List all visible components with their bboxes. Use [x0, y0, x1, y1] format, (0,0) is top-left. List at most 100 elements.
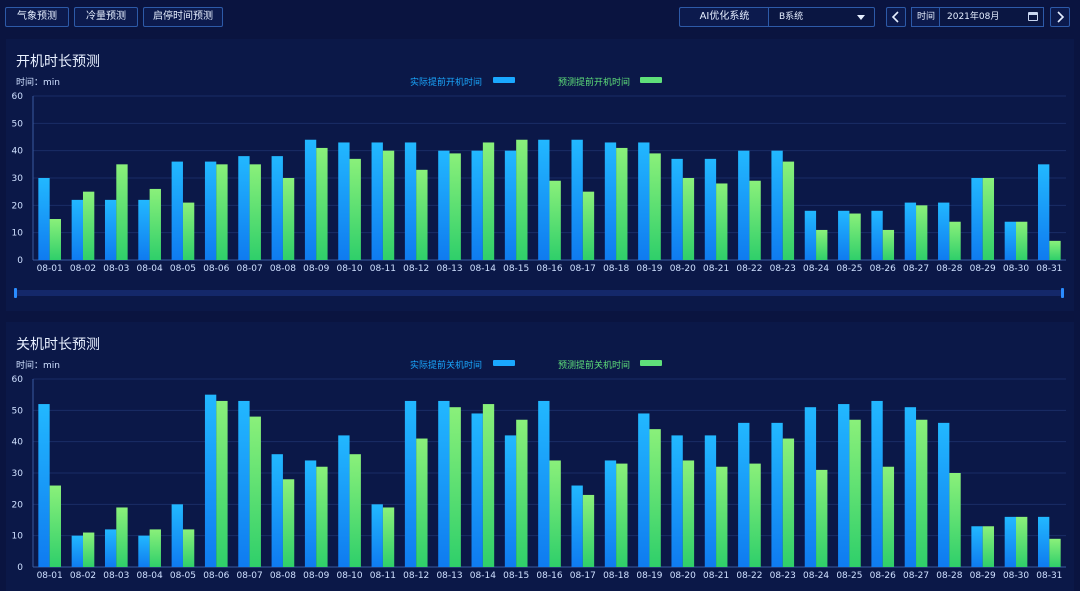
bar-predicted[interactable]	[49, 485, 61, 567]
bar-predicted[interactable]	[616, 463, 628, 567]
bar-predicted[interactable]	[749, 180, 761, 260]
bar-predicted[interactable]	[782, 438, 795, 567]
bar-predicted[interactable]	[182, 202, 195, 260]
bar-actual[interactable]	[604, 142, 617, 260]
bar-predicted[interactable]	[482, 142, 495, 260]
bar-actual[interactable]	[138, 199, 150, 260]
bar-actual[interactable]	[971, 526, 983, 567]
bar-actual[interactable]	[238, 400, 250, 567]
bar-actual[interactable]	[238, 156, 250, 260]
bar-predicted[interactable]	[882, 229, 895, 260]
bar-predicted[interactable]	[916, 205, 928, 260]
bar-actual[interactable]	[938, 202, 950, 260]
bar-predicted[interactable]	[782, 161, 795, 260]
bar-predicted[interactable]	[649, 153, 661, 260]
system-select[interactable]: B系统	[768, 7, 875, 27]
bar-predicted[interactable]	[249, 416, 261, 567]
bar-actual[interactable]	[271, 454, 283, 567]
bar-predicted[interactable]	[282, 178, 295, 260]
legend-predicted-swatch[interactable]	[640, 77, 662, 83]
bar-actual[interactable]	[438, 150, 450, 260]
bar-actual[interactable]	[638, 142, 650, 260]
bar-actual[interactable]	[38, 404, 50, 567]
bar-actual[interactable]	[904, 202, 917, 260]
bar-actual[interactable]	[271, 156, 283, 260]
bar-predicted[interactable]	[582, 191, 595, 260]
bar-actual[interactable]	[1038, 516, 1050, 567]
bar-predicted[interactable]	[449, 153, 461, 260]
bar-actual[interactable]	[738, 150, 750, 260]
legend-actual-swatch[interactable]	[493, 77, 515, 83]
bar-actual[interactable]	[304, 460, 317, 567]
bar-actual[interactable]	[171, 161, 183, 260]
bar-actual[interactable]	[904, 407, 917, 567]
bar-predicted[interactable]	[216, 164, 228, 260]
bar-actual[interactable]	[971, 178, 983, 260]
bar-predicted[interactable]	[916, 419, 928, 567]
bar-actual[interactable]	[1038, 164, 1050, 260]
bar-actual[interactable]	[804, 407, 817, 567]
bar-predicted[interactable]	[816, 229, 828, 260]
bar-actual[interactable]	[671, 435, 683, 567]
bar-actual[interactable]	[671, 158, 683, 260]
bar-actual[interactable]	[838, 404, 850, 567]
prev-month-button[interactable]	[886, 7, 906, 27]
bar-actual[interactable]	[104, 529, 117, 567]
bar-predicted[interactable]	[716, 183, 728, 260]
bar-actual[interactable]	[538, 139, 550, 260]
bar-actual[interactable]	[704, 158, 717, 260]
bar-predicted[interactable]	[349, 454, 361, 567]
bar-predicted[interactable]	[282, 479, 295, 567]
bar-predicted[interactable]	[616, 147, 628, 260]
bar-predicted[interactable]	[516, 139, 528, 260]
bar-predicted[interactable]	[1049, 538, 1061, 567]
bar-actual[interactable]	[771, 422, 783, 567]
bar-predicted[interactable]	[482, 404, 495, 567]
bar-actual[interactable]	[171, 504, 183, 567]
bar-actual[interactable]	[938, 422, 950, 567]
bar-predicted[interactable]	[149, 529, 161, 567]
bar-predicted[interactable]	[216, 400, 228, 567]
bar-predicted[interactable]	[116, 164, 128, 260]
bar-predicted[interactable]	[682, 178, 695, 260]
bar-predicted[interactable]	[382, 150, 395, 260]
bar-predicted[interactable]	[82, 532, 95, 567]
bar-predicted[interactable]	[849, 419, 861, 567]
bar-actual[interactable]	[871, 400, 883, 567]
scrollbar-left-handle[interactable]	[14, 288, 17, 298]
bar-actual[interactable]	[1004, 516, 1017, 567]
bar-actual[interactable]	[38, 178, 50, 260]
bar-predicted[interactable]	[549, 460, 561, 567]
bar-predicted[interactable]	[649, 429, 661, 567]
bar-predicted[interactable]	[49, 219, 61, 260]
bar-predicted[interactable]	[982, 526, 995, 567]
weather-forecast-button[interactable]: 气象预测	[5, 7, 69, 27]
bar-actual[interactable]	[71, 535, 83, 567]
bar-actual[interactable]	[1004, 221, 1017, 260]
bar-predicted[interactable]	[149, 188, 161, 260]
bar-actual[interactable]	[638, 413, 650, 567]
bar-predicted[interactable]	[416, 169, 428, 260]
bar-actual[interactable]	[838, 210, 850, 260]
bar-actual[interactable]	[571, 485, 583, 567]
bar-actual[interactable]	[471, 413, 483, 567]
bar-actual[interactable]	[504, 435, 517, 567]
bar-predicted[interactable]	[949, 473, 961, 567]
bar-predicted[interactable]	[1049, 240, 1061, 260]
bar-predicted[interactable]	[316, 466, 328, 567]
bar-actual[interactable]	[104, 199, 117, 260]
bar-actual[interactable]	[804, 210, 817, 260]
bar-actual[interactable]	[338, 142, 350, 260]
bar-actual[interactable]	[338, 435, 350, 567]
next-month-button[interactable]	[1050, 7, 1070, 27]
bar-predicted[interactable]	[182, 529, 195, 567]
cooling-forecast-button[interactable]: 冷量预测	[74, 7, 138, 27]
bar-predicted[interactable]	[349, 158, 361, 260]
bar-actual[interactable]	[438, 400, 450, 567]
bar-predicted[interactable]	[1016, 221, 1028, 260]
bar-predicted[interactable]	[949, 221, 961, 260]
bar-predicted[interactable]	[582, 494, 595, 567]
bar-predicted[interactable]	[682, 460, 695, 567]
scrollbar-right-handle[interactable]	[1061, 288, 1064, 298]
bar-actual[interactable]	[371, 504, 383, 567]
